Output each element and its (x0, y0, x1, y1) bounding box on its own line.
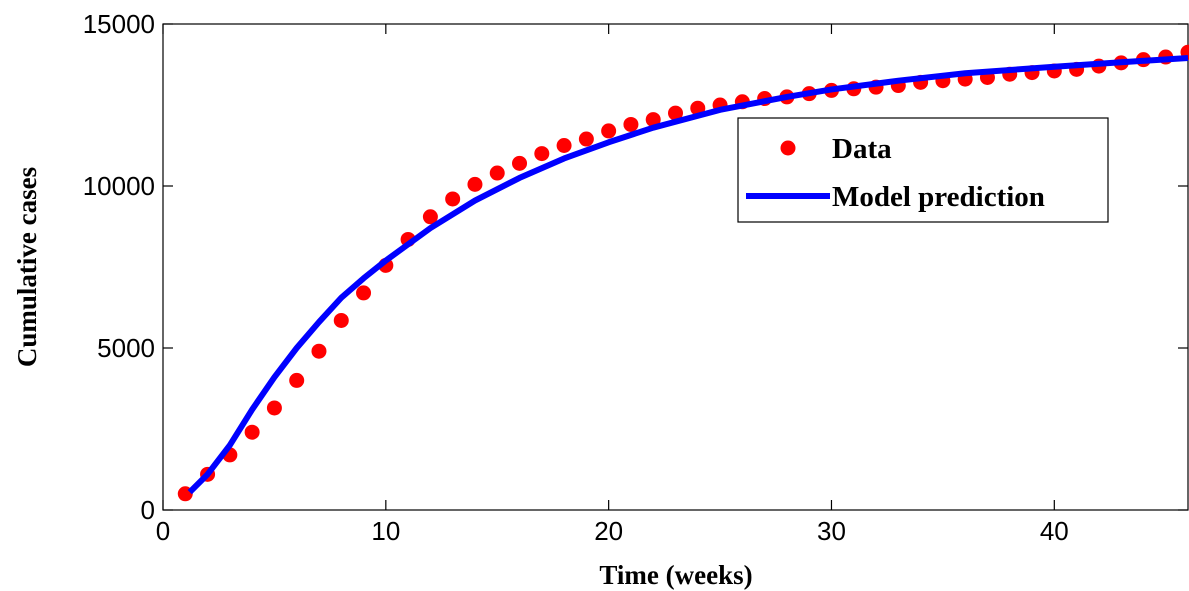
data-point (489, 165, 505, 181)
x-tick-label: 40 (1040, 516, 1069, 546)
model-line (187, 55, 1189, 495)
legend-label: Data (832, 133, 892, 165)
legend-label: Model prediction (832, 181, 1045, 213)
y-tick-label: 10000 (83, 171, 155, 201)
data-point (422, 209, 438, 225)
data-point (311, 343, 327, 359)
data-point (578, 131, 594, 147)
data-point (356, 285, 372, 301)
x-tick-label: 30 (817, 516, 846, 546)
data-point (333, 312, 349, 328)
data-point (512, 155, 528, 171)
data-point (289, 372, 305, 388)
x-tick-label: 20 (594, 516, 623, 546)
x-axis-label: Time (weeks) (599, 560, 752, 590)
legend-marker (780, 140, 796, 156)
data-point (623, 116, 639, 132)
x-tick-label: 0 (156, 516, 170, 546)
data-point (534, 146, 550, 162)
legend-box (737, 117, 1109, 223)
data-point (556, 138, 572, 153)
y-tick-label: 5000 (97, 333, 155, 363)
data-point (601, 123, 617, 139)
data-point (445, 191, 461, 207)
data-point (244, 424, 260, 440)
y-tick-label: 0 (141, 495, 155, 525)
plot-frame (162, 23, 1189, 511)
y-axis-label: Cumulative cases (12, 167, 42, 367)
data-point (266, 400, 282, 416)
x-tick-label: 10 (371, 516, 400, 546)
data-point (668, 105, 683, 121)
data-point (467, 176, 483, 192)
y-tick-label: 15000 (83, 9, 155, 39)
data-point (645, 112, 661, 128)
